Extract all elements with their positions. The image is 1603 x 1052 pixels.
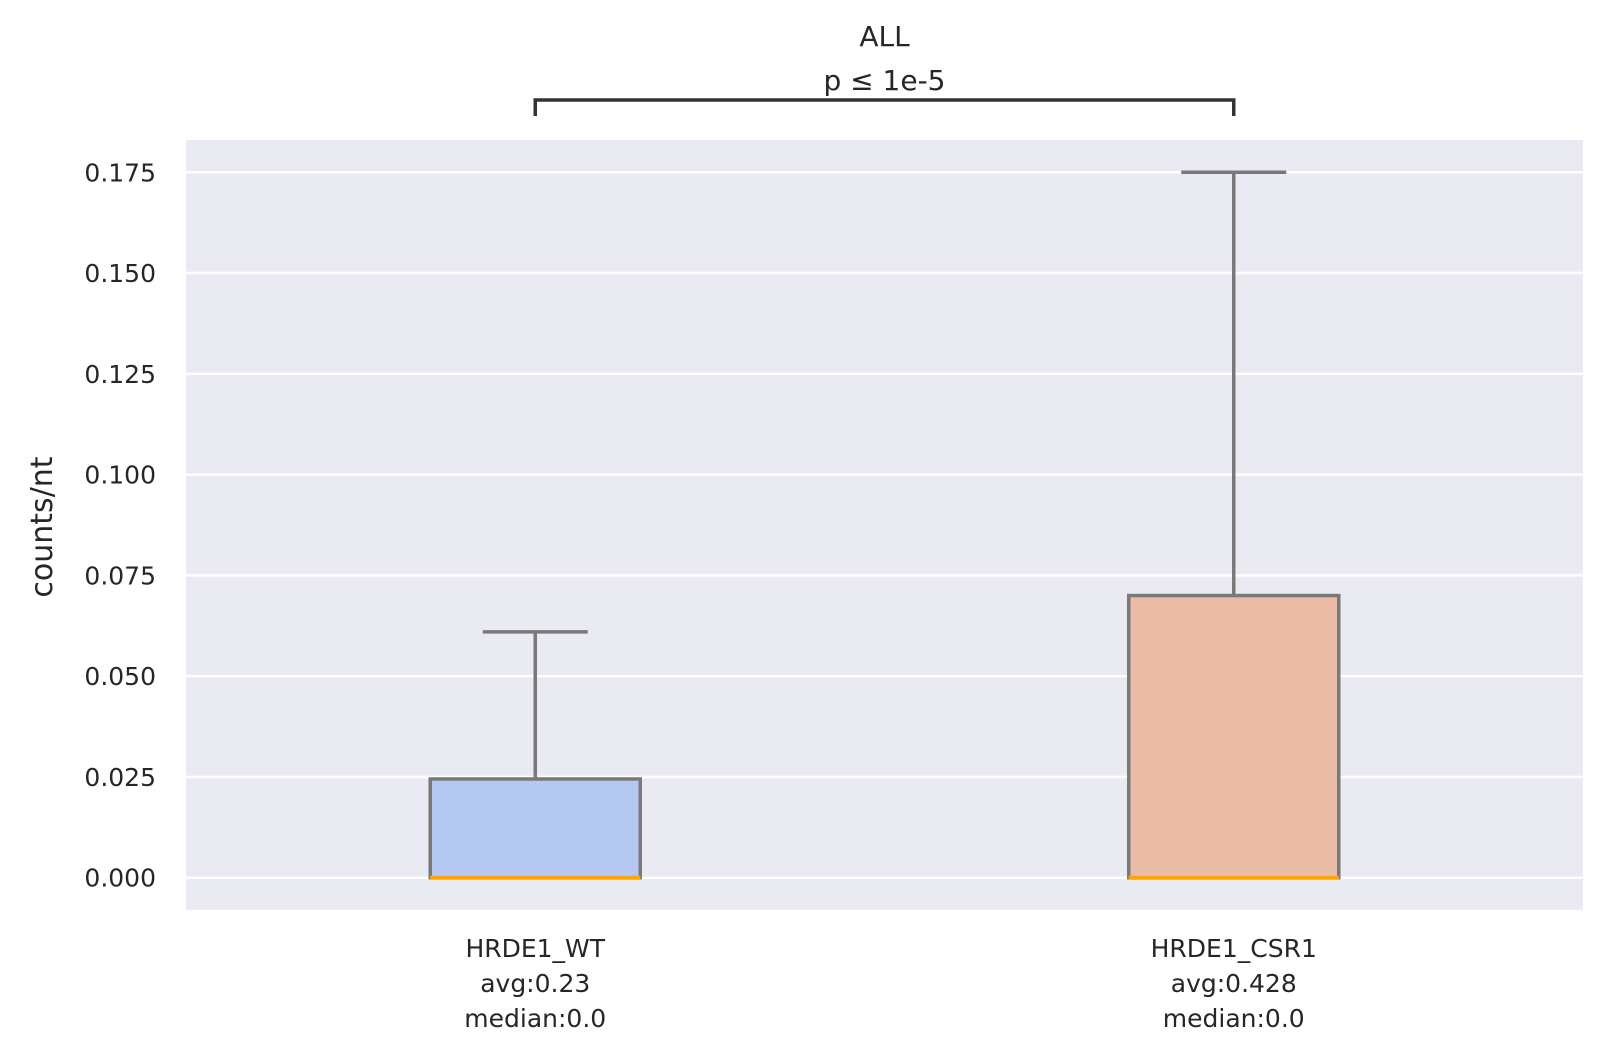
y-tick-label: 0.150 (84, 259, 156, 288)
box-group-hrde1-wt (428, 630, 642, 880)
box (1127, 593, 1341, 880)
y-tick-label: 0.100 (84, 461, 156, 490)
boxes (428, 170, 1341, 880)
x-tick-label: median:0.0 (464, 1004, 606, 1033)
y-tick-label: 0.025 (84, 763, 156, 792)
x-tick-label: median:0.0 (1163, 1004, 1305, 1033)
significance-bracket (533, 98, 1236, 116)
box-group-hrde1-csr1 (1127, 170, 1341, 880)
gridlines (186, 171, 1583, 879)
y-tick-label: 0.000 (84, 864, 156, 893)
y-tick-label: 0.075 (84, 561, 156, 590)
x-tick-label: avg:0.23 (480, 969, 590, 998)
annotation-pvalue: p ≤ 1e-5 (824, 64, 946, 97)
y-tick-label: 0.175 (84, 158, 156, 187)
annotation-title: ALL (859, 20, 910, 53)
box (428, 777, 642, 880)
x-tick-label: HRDE1_CSR1 (1151, 934, 1317, 963)
x-axis-labels: HRDE1_WT avg:0.23 median:0.0 HRDE1_CSR1 avg:… (464, 934, 1317, 1033)
plot-area (186, 140, 1583, 910)
y-axis-label: counts/nt (25, 456, 60, 597)
y-axis-ticks: 0.000 0.025 0.050 0.075 0.100 0.125 0.150 0.175 (84, 158, 156, 892)
x-tick-label: HRDE1_WT (465, 934, 605, 963)
significance-annotation: ALL p ≤ 1e-5 (533, 20, 1236, 116)
y-tick-label: 0.125 (84, 360, 156, 389)
x-tick-label: avg:0.428 (1171, 969, 1297, 998)
y-tick-label: 0.050 (84, 662, 156, 691)
